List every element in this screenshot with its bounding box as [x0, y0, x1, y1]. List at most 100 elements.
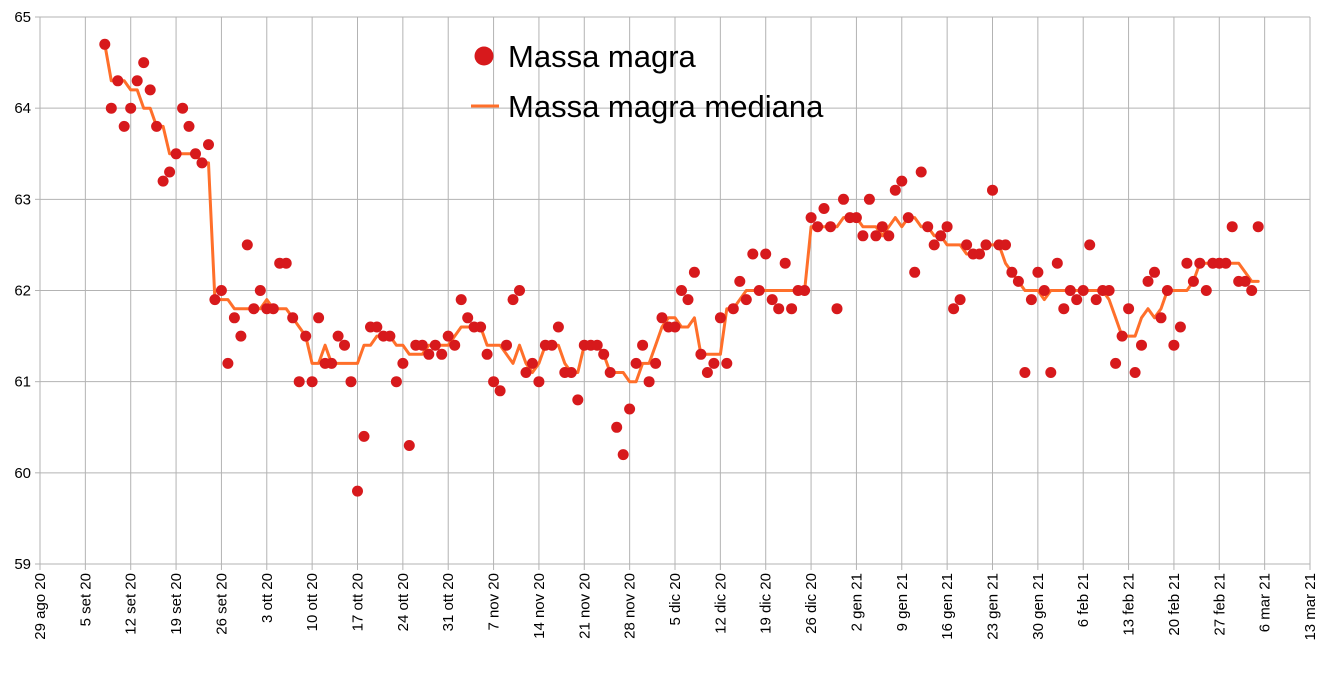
data-point [131, 75, 143, 87]
data-point [669, 321, 681, 333]
data-point [727, 303, 739, 315]
data-point [565, 367, 577, 378]
y-tick-label: 65 [14, 9, 31, 26]
data-point [1019, 367, 1031, 378]
x-tick-label: 20 feb 21 [1166, 573, 1183, 636]
x-tick-label: 13 feb 21 [1121, 573, 1138, 636]
x-tick-label: 12 dic 20 [712, 573, 729, 634]
data-point [345, 376, 357, 388]
data-point [799, 285, 811, 296]
data-point [313, 312, 325, 324]
data-point [1012, 275, 1024, 287]
x-tick-label: 30 gen 21 [1030, 573, 1047, 640]
data-point [157, 175, 169, 187]
data-point [306, 376, 318, 388]
legend-label-points: Massa magra [508, 39, 697, 74]
y-tick-label: 62 [14, 283, 31, 300]
y-tick-label: 63 [14, 191, 31, 208]
data-point [358, 430, 370, 442]
data-point [488, 376, 500, 388]
data-point [980, 239, 992, 251]
y-tick-label: 61 [14, 374, 31, 391]
data-point [1252, 221, 1264, 233]
data-point [1084, 239, 1096, 251]
data-point [1220, 257, 1232, 269]
x-tick-label: 19 dic 20 [758, 573, 775, 634]
x-tick-label: 5 set 20 [77, 573, 94, 626]
data-point [397, 357, 409, 369]
data-point [1187, 275, 1199, 287]
data-point [773, 303, 785, 315]
data-point [1181, 257, 1193, 269]
data-point [332, 330, 344, 342]
data-point [436, 348, 448, 360]
data-point [254, 285, 266, 296]
data-point [883, 230, 895, 242]
data-point [1051, 257, 1063, 269]
data-point [1246, 285, 1258, 296]
data-point [533, 376, 545, 388]
data-point [280, 257, 292, 269]
data-point [514, 285, 525, 296]
x-tick-label: 7 nov 20 [486, 573, 503, 631]
x-tick-label: 16 gen 21 [939, 573, 956, 640]
data-point [1077, 285, 1089, 296]
data-point [701, 367, 713, 378]
data-point [1000, 239, 1011, 251]
data-point [896, 175, 908, 187]
data-point [604, 367, 616, 378]
data-point [1038, 285, 1050, 296]
data-point [228, 312, 240, 324]
data-point [974, 248, 985, 260]
x-tick-label: 31 ott 20 [440, 573, 457, 631]
data-point [805, 212, 817, 224]
data-point [241, 239, 253, 251]
data-point [183, 120, 195, 132]
data-point [1226, 221, 1238, 233]
data-point [1058, 303, 1070, 315]
x-tick-label: 19 set 20 [168, 573, 185, 635]
data-point [352, 485, 363, 497]
data-point [138, 57, 150, 69]
data-point [1174, 321, 1186, 333]
x-tick-label: 29 ago 20 [32, 573, 49, 640]
data-point [870, 230, 882, 242]
data-point [99, 38, 111, 50]
data-point [902, 212, 914, 224]
data-point [1123, 303, 1135, 315]
x-tick-label: 12 set 20 [123, 573, 140, 635]
data-point [1136, 339, 1147, 351]
data-point [1103, 285, 1115, 296]
data-point [643, 376, 655, 388]
x-axis-tick-labels: 29 ago 20 5 set 20 12 set 20 19 set 20 26 se… [32, 573, 1319, 641]
data-point [520, 367, 532, 378]
data-point [909, 266, 921, 278]
data-point [598, 348, 610, 360]
data-point [838, 193, 849, 205]
data-point [825, 221, 836, 233]
x-tick-label: 9 gen 21 [894, 573, 911, 631]
data-point [151, 120, 163, 132]
data-point [1239, 275, 1251, 287]
x-tick-label: 3 ott 20 [259, 573, 276, 623]
data-point [818, 203, 830, 214]
data-point [831, 303, 843, 315]
data-point [507, 294, 519, 306]
data-point [1064, 285, 1076, 296]
data-point [676, 285, 687, 296]
data-point [403, 440, 415, 451]
data-point [637, 339, 649, 351]
data-point [987, 184, 998, 196]
data-point [442, 330, 454, 342]
data-point [688, 266, 700, 278]
data-point [1194, 257, 1206, 269]
data-point [740, 294, 752, 306]
data-point [1149, 266, 1160, 278]
data-point [747, 248, 759, 260]
gridlines [39, 16, 1311, 565]
data-point [889, 184, 901, 196]
data-point [876, 221, 888, 233]
legend: Massa magra Massa magra mediana [471, 39, 824, 124]
data-point [287, 312, 299, 324]
